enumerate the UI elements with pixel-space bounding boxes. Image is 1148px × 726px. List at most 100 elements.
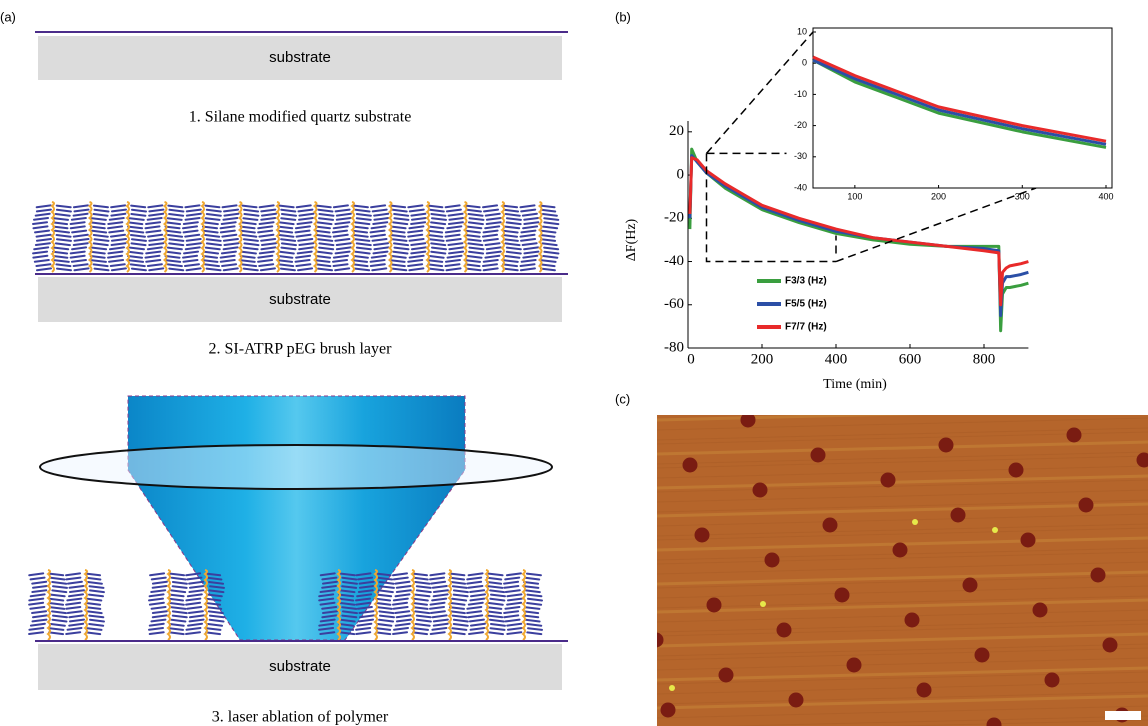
pore — [975, 648, 990, 663]
polymer-backbone — [338, 570, 340, 640]
panel-label: (a) — [0, 9, 16, 24]
pore — [1091, 568, 1106, 583]
inset-y-tick-label: -40 — [794, 182, 807, 192]
polymer-backbone — [165, 202, 167, 272]
step-caption: 1. Silane modified quartz substrate — [189, 109, 412, 126]
step-caption: 2. SI-ATRP pEG brush layer — [209, 341, 393, 358]
inset-y-tick-label: -20 — [794, 120, 807, 130]
x-tick-label: 200 — [751, 351, 774, 367]
pore — [811, 448, 826, 463]
pore — [1033, 603, 1048, 618]
x-tick-label: 0 — [687, 351, 695, 367]
pore — [707, 598, 722, 613]
inset-x-tick-label: 200 — [931, 191, 946, 201]
inset-x-tick-label: 100 — [847, 191, 862, 201]
pore — [917, 683, 932, 698]
pore — [893, 543, 908, 558]
substrate-label: substrate — [269, 49, 331, 66]
polymer-backbone — [390, 202, 392, 272]
pore — [649, 633, 664, 648]
inset-x-tick-label: 300 — [1015, 191, 1030, 201]
polymer-backbone — [427, 202, 429, 272]
legend-label: F3/3 (Hz) — [785, 276, 827, 287]
pore — [789, 693, 804, 708]
pore — [1009, 463, 1024, 478]
step-caption: 3. laser ablation of polymer — [212, 709, 389, 726]
inset-x-tick-label: 400 — [1098, 191, 1113, 201]
panel-label: (c) — [615, 391, 630, 406]
y-axis-label: ΔF(Hz) — [624, 218, 639, 261]
particle — [912, 519, 918, 525]
panel-label: (b) — [615, 9, 631, 24]
substrate-label: substrate — [269, 658, 331, 675]
inset-y-tick-label: 10 — [797, 26, 807, 36]
pore — [765, 553, 780, 568]
polymer-backbone — [85, 570, 87, 640]
substrate-label: substrate — [269, 291, 331, 308]
polymer-backbone — [412, 570, 414, 640]
polymer-backbone — [352, 202, 354, 272]
inset-y-tick-label: -30 — [794, 151, 807, 161]
pore — [695, 528, 710, 543]
x-tick-label: 600 — [899, 351, 922, 367]
legend-label: F5/5 (Hz) — [785, 299, 827, 310]
pore — [847, 658, 862, 673]
afm-image — [649, 408, 1148, 726]
polymer-backbone — [168, 570, 170, 640]
particle — [669, 685, 675, 691]
y-tick-label: 0 — [677, 166, 685, 182]
y-tick-label: 20 — [669, 123, 684, 139]
polymer-backbone — [127, 202, 129, 272]
polymer-backbone — [277, 202, 279, 272]
y-tick-label: -60 — [664, 296, 684, 312]
pore — [1045, 673, 1060, 688]
polymer-backbone — [375, 570, 377, 640]
inset-frame — [813, 28, 1112, 188]
x-axis-label: Time (min) — [823, 377, 887, 392]
polymer-backbone — [202, 202, 204, 272]
polymer-backbone — [240, 202, 242, 272]
pore — [741, 413, 756, 428]
pore — [1021, 533, 1036, 548]
polymer-backbone — [523, 570, 525, 640]
pore — [881, 473, 896, 488]
pore — [835, 588, 850, 603]
particle — [760, 601, 766, 607]
pore — [951, 508, 966, 523]
polymer-backbone — [90, 202, 92, 272]
pore — [823, 518, 838, 533]
polymer-backbone — [48, 570, 50, 640]
polymer-backbone — [315, 202, 317, 272]
inset-y-tick-label: -10 — [794, 89, 807, 99]
polymer-backbone — [486, 570, 488, 640]
pore — [963, 578, 978, 593]
y-tick-label: -80 — [664, 339, 684, 355]
pore — [683, 458, 698, 473]
inset-y-tick-label: 0 — [802, 58, 807, 68]
legend-label: F7/7 (Hz) — [785, 322, 827, 333]
pore — [905, 613, 920, 628]
polymer-backbone — [502, 202, 504, 272]
polymer-backbone — [449, 570, 451, 640]
y-tick-label: -40 — [664, 253, 684, 269]
brush-layer — [33, 202, 558, 272]
x-tick-label: 400 — [825, 351, 848, 367]
polymer-backbone — [465, 202, 467, 272]
pore — [777, 623, 792, 638]
chart: -80-60-40-200200200400600800F3/3 (Hz)F5/… — [664, 26, 1114, 367]
pore — [1103, 638, 1118, 653]
pore — [719, 668, 734, 683]
polymer-backbone — [205, 570, 207, 640]
polymer-backbone — [52, 202, 54, 272]
pore — [1079, 498, 1094, 513]
x-tick-label: 800 — [973, 351, 996, 367]
pore — [1067, 428, 1082, 443]
pore — [753, 483, 768, 498]
pore — [939, 438, 954, 453]
particle — [992, 527, 998, 533]
y-tick-label: -20 — [664, 210, 684, 226]
lens — [40, 445, 552, 489]
inset: -40 -30 -20 -10 0 10 100 200 300 400 — [794, 26, 1114, 201]
polymer-backbone — [540, 202, 542, 272]
figure: (a) substrate 1. Silane modified quartz … — [0, 0, 1148, 726]
